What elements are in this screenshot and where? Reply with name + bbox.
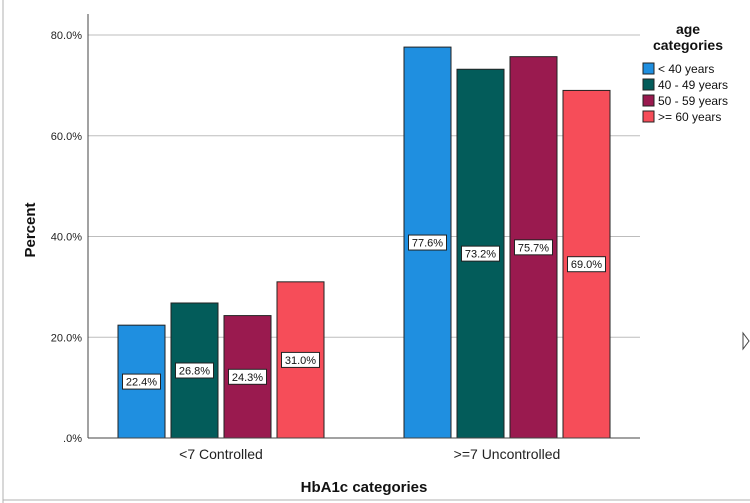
data-labels: 22.4% 26.8% 24.3% 31.0% 77.6% 73.2% 75.7% 69.0% xyxy=(122,234,606,390)
data-label: 69.0% xyxy=(571,259,602,271)
x-category-label: >=7 Uncontrolled xyxy=(454,446,561,462)
cursor-icon xyxy=(742,331,750,351)
data-label: 31.0% xyxy=(285,355,316,367)
legend-swatch xyxy=(642,78,655,91)
legend-swatch xyxy=(642,94,655,107)
data-label: 77.6% xyxy=(412,238,443,250)
data-label: 73.2% xyxy=(465,249,496,261)
data-label-box xyxy=(122,373,161,390)
data-label: 22.4% xyxy=(126,377,157,389)
data-label: 26.8% xyxy=(179,365,210,377)
axes xyxy=(87,14,640,439)
data-label: 75.7% xyxy=(518,242,549,254)
x-category-labels: <7 Controlled >=7 Uncontrolled xyxy=(179,446,560,462)
x-axis-title: HbA1c categories xyxy=(301,479,428,496)
legend-swatch xyxy=(642,62,655,75)
legend-entry-label: < 40 years xyxy=(658,62,714,76)
legend-title-line-1: age xyxy=(676,21,700,37)
data-label-box xyxy=(175,362,214,379)
y-tick-label: 20.0% xyxy=(51,332,82,344)
y-tick-label: 40.0% xyxy=(51,232,82,244)
y-tick-label: .0% xyxy=(63,433,82,445)
data-label-box xyxy=(408,234,447,251)
data-label-box xyxy=(567,256,606,273)
x-category-label: <7 Controlled xyxy=(179,446,263,462)
data-label-box xyxy=(461,245,500,262)
data-label: 24.3% xyxy=(232,372,263,384)
y-tick-label: 80.0% xyxy=(51,30,82,42)
legend-entry-label: >= 60 years xyxy=(658,110,721,124)
legend-entry-label: 40 - 49 years xyxy=(658,78,728,92)
legend: age categories < 40 years 40 - 49 years 50… xyxy=(642,21,728,124)
data-label-box xyxy=(228,368,267,385)
data-label-box xyxy=(514,239,553,256)
data-label-box xyxy=(281,351,320,368)
y-tick-labels: .0% 20.0% 40.0% 60.0% 80.0% xyxy=(51,30,82,445)
legend-swatch xyxy=(642,110,655,123)
y-tick-label: 60.0% xyxy=(51,131,82,143)
legend-entry-label: 50 - 59 years xyxy=(658,94,728,108)
legend-title-line-2: categories xyxy=(653,37,723,53)
y-axis-title: Percent xyxy=(22,202,39,257)
